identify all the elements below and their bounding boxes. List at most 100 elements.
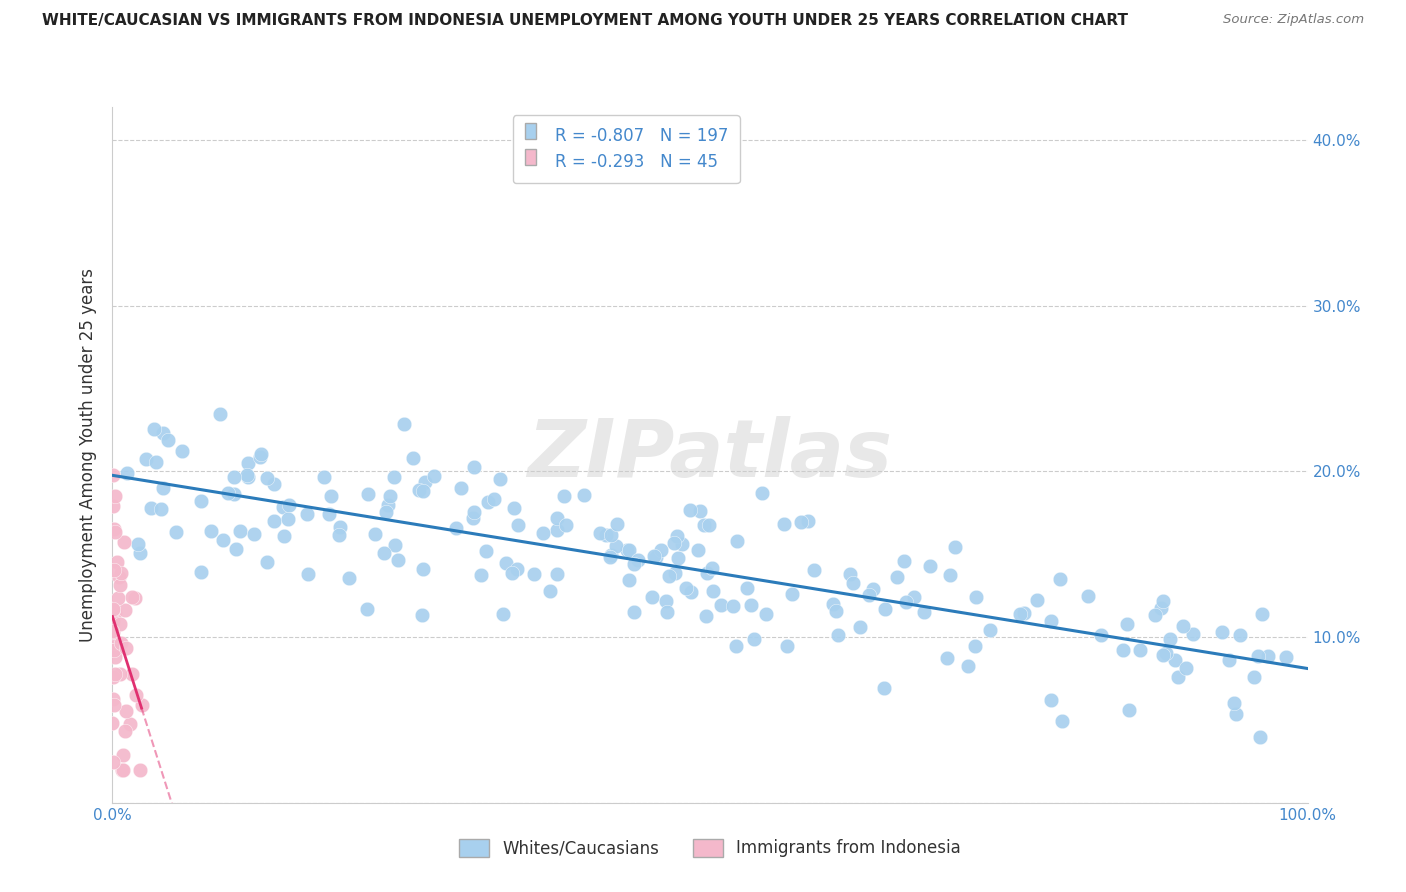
Point: [1218, 652, 1240, 666]
Point: [643, 549, 665, 563]
Point: [595, 527, 617, 541]
Point: [318, 507, 340, 521]
Point: [671, 536, 693, 550]
Point: [858, 588, 880, 602]
Point: [101, 691, 124, 706]
Point: [1229, 628, 1251, 642]
Point: [1090, 628, 1112, 642]
Point: [1223, 696, 1246, 710]
Point: [329, 519, 352, 533]
Point: [1159, 632, 1181, 646]
Point: [688, 542, 710, 557]
Point: [129, 546, 152, 560]
Point: [412, 483, 434, 498]
Point: [118, 716, 141, 731]
Point: [616, 542, 638, 557]
Point: [623, 558, 645, 572]
Point: [797, 514, 820, 528]
Point: [1128, 643, 1150, 657]
Point: [104, 489, 127, 503]
Point: [170, 443, 193, 458]
Point: [374, 505, 396, 519]
Point: [408, 483, 430, 497]
Point: [1247, 649, 1270, 664]
Point: [501, 566, 523, 580]
Point: [724, 640, 747, 654]
Point: [392, 417, 415, 432]
Point: [101, 755, 124, 769]
Point: [101, 624, 124, 638]
Point: [918, 559, 941, 574]
Point: [415, 475, 437, 490]
Point: [463, 505, 485, 519]
Point: [112, 763, 135, 777]
Point: [1250, 607, 1272, 621]
Point: [1039, 693, 1062, 707]
Point: [617, 573, 640, 587]
Point: [503, 501, 526, 516]
Point: [110, 636, 132, 650]
Point: [849, 620, 872, 634]
Point: [886, 570, 908, 584]
Point: [675, 581, 697, 595]
Point: [735, 581, 758, 595]
Point: [862, 582, 884, 596]
Point: [1167, 670, 1189, 684]
Point: [1077, 589, 1099, 603]
Point: [546, 523, 568, 537]
Point: [165, 525, 187, 540]
Point: [271, 500, 294, 514]
Point: [664, 535, 686, 549]
Point: [249, 450, 271, 465]
Point: [256, 555, 278, 569]
Point: [357, 487, 380, 501]
Point: [641, 591, 664, 605]
Point: [190, 494, 212, 508]
Point: [101, 468, 124, 483]
Point: [666, 529, 689, 543]
Point: [128, 763, 150, 777]
Point: [224, 487, 246, 501]
Point: [1243, 670, 1265, 684]
Point: [803, 563, 825, 577]
Point: [384, 538, 406, 552]
Point: [312, 470, 335, 484]
Point: [943, 540, 966, 554]
Point: [506, 562, 529, 576]
Point: [790, 515, 813, 529]
Point: [470, 567, 492, 582]
Point: [328, 527, 350, 541]
Point: [145, 455, 167, 469]
Point: [127, 537, 149, 551]
Point: [101, 602, 124, 616]
Point: [605, 539, 627, 553]
Point: [238, 470, 260, 484]
Text: ZIPatlas: ZIPatlas: [527, 416, 893, 494]
Point: [1010, 607, 1032, 621]
Point: [139, 500, 162, 515]
Text: WHITE/CAUCASIAN VS IMMIGRANTS FROM INDONESIA UNEMPLOYMENT AMONG YOUTH UNDER 25 Y: WHITE/CAUCASIAN VS IMMIGRANTS FROM INDON…: [42, 13, 1128, 29]
Point: [589, 525, 612, 540]
Point: [725, 533, 748, 548]
Point: [412, 562, 434, 576]
Point: [1050, 714, 1073, 728]
Point: [104, 642, 127, 657]
Point: [135, 452, 157, 467]
Point: [225, 541, 247, 556]
Point: [463, 460, 485, 475]
Point: [477, 494, 499, 508]
Point: [228, 524, 250, 539]
Point: [256, 471, 278, 485]
Point: [382, 469, 405, 483]
Point: [617, 543, 640, 558]
Point: [1152, 648, 1174, 662]
Point: [821, 598, 844, 612]
Point: [108, 578, 131, 592]
Point: [108, 666, 131, 681]
Point: [492, 607, 515, 621]
Point: [894, 595, 917, 609]
Point: [679, 584, 702, 599]
Point: [606, 516, 628, 531]
Point: [842, 576, 865, 591]
Point: [1174, 661, 1197, 675]
